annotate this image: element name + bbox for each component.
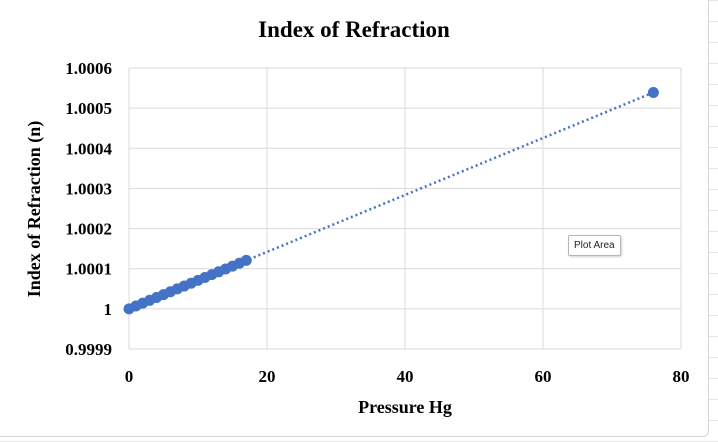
chart-title: Index of Refraction xyxy=(258,17,450,42)
x-axis-title: Pressure Hg xyxy=(358,397,452,417)
y-tick-label: 0.9999 xyxy=(65,340,112,359)
data-point[interactable] xyxy=(647,86,659,98)
y-tick-label: 1.0003 xyxy=(65,179,112,198)
data-point[interactable] xyxy=(240,254,252,266)
y-axis-title: Index of Refraction (n) xyxy=(24,121,45,297)
data-points[interactable] xyxy=(123,86,659,315)
x-tick-label: 80 xyxy=(673,367,690,386)
y-tick-label: 1.0004 xyxy=(65,139,112,158)
x-tick-labels: 0 20 40 60 80 xyxy=(125,367,690,386)
y-tick-label: 1.0005 xyxy=(65,99,112,118)
y-tick-labels: 1.0006 1.0005 1.0004 1.0003 1.0002 1.0001 1 0.9… xyxy=(65,59,112,359)
chart-container[interactable] xyxy=(0,0,709,437)
y-tick-label: 1.0002 xyxy=(65,220,112,239)
x-tick-label: 0 xyxy=(125,367,134,386)
plot-area-tooltip: Plot Area xyxy=(568,235,621,256)
x-tick-label: 60 xyxy=(535,367,552,386)
gridlines xyxy=(128,67,682,350)
scatter-chart[interactable]: Index of Refraction 1.00061.00051.00041.… xyxy=(0,0,708,436)
y-tick-label: 1.0001 xyxy=(65,260,112,279)
y-tick-label: 1.0006 xyxy=(65,59,112,78)
x-tick-label: 40 xyxy=(397,367,414,386)
x-tick-label: 20 xyxy=(259,367,276,386)
y-tick-label: 1 xyxy=(104,300,113,319)
